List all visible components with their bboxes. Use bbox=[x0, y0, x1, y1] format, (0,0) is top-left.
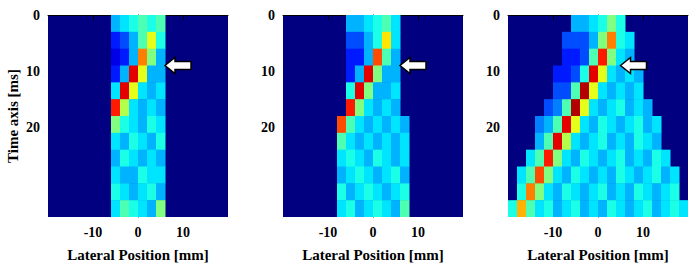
svg-text:0: 0 bbox=[370, 225, 377, 240]
svg-text:Time axis [ms]: Time axis [ms] bbox=[5, 69, 21, 163]
svg-text:-10: -10 bbox=[319, 225, 338, 240]
svg-text:20: 20 bbox=[486, 120, 500, 135]
svg-text:10: 10 bbox=[176, 225, 190, 240]
svg-text:0: 0 bbox=[268, 8, 275, 23]
svg-text:Lateral Position [mm]: Lateral Position [mm] bbox=[302, 247, 444, 263]
svg-text:10: 10 bbox=[486, 64, 500, 79]
svg-text:20: 20 bbox=[26, 120, 40, 135]
svg-text:10: 10 bbox=[636, 225, 650, 240]
svg-text:0: 0 bbox=[493, 8, 500, 23]
svg-text:10: 10 bbox=[261, 64, 275, 79]
svg-text:-10: -10 bbox=[544, 225, 563, 240]
svg-text:0: 0 bbox=[33, 8, 40, 23]
svg-text:Lateral Position [mm]: Lateral Position [mm] bbox=[67, 247, 209, 263]
svg-text:-10: -10 bbox=[84, 225, 103, 240]
svg-text:10: 10 bbox=[26, 64, 40, 79]
svg-text:0: 0 bbox=[135, 225, 142, 240]
svg-text:20: 20 bbox=[261, 120, 275, 135]
svg-text:Lateral Position [mm]: Lateral Position [mm] bbox=[527, 247, 669, 263]
svg-text:10: 10 bbox=[411, 225, 425, 240]
svg-text:0: 0 bbox=[595, 225, 602, 240]
